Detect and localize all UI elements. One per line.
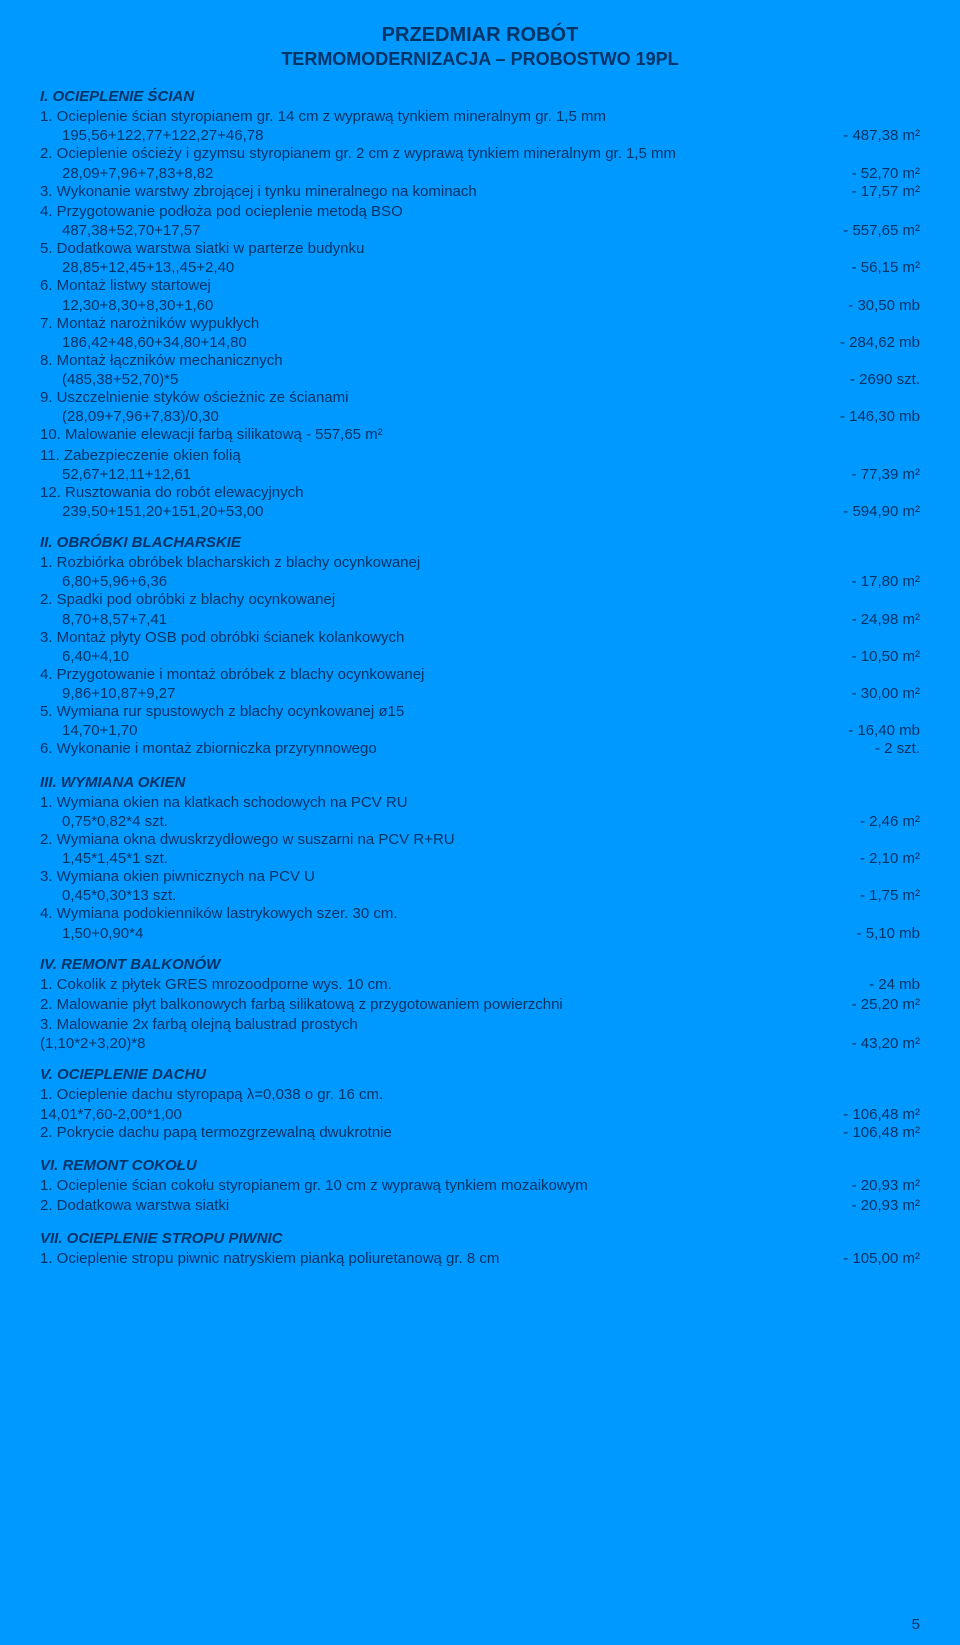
item-text: 9. Uszczelnienie styków ościeżnic ze ści… xyxy=(40,388,920,408)
section-head-4: IV. REMONT BALKONÓW xyxy=(40,956,920,973)
item-text: 1. Ocieplenie ścian cokołu styropianem g… xyxy=(40,1176,852,1196)
value-text: - 17,80 m² xyxy=(852,573,920,590)
section-head-7: VII. OCIEPLENIE STROPU PIWNIC xyxy=(40,1230,920,1247)
value-text: - 106,48 m² xyxy=(843,1124,920,1141)
item-text: 7. Montaż narożników wypukłych xyxy=(40,314,920,334)
item-text: 8. Montaż łączników mechanicznych xyxy=(40,351,920,371)
item-text: 4. Wymiana podokienników lastrykowych sz… xyxy=(40,904,920,924)
value-text: - 25,20 m² xyxy=(852,996,920,1013)
value-text: - 2 szt. xyxy=(875,740,920,757)
value-text: - 77,39 m² xyxy=(852,466,920,483)
value-text: - 30,50 mb xyxy=(848,297,920,314)
item-text: 1. Ocieplenie stropu piwnic natryskiem p… xyxy=(40,1249,843,1269)
value-text: - 10,50 m² xyxy=(852,648,920,665)
calc-text: 14,01*7,60-2,00*1,00 xyxy=(40,1106,843,1123)
calc-text: 28,85+12,45+13,,45+2,40 xyxy=(62,259,852,276)
value-text: - 56,15 m² xyxy=(852,259,920,276)
value-text: - 43,20 m² xyxy=(852,1035,920,1052)
section-head-3: III. WYMIANA OKIEN xyxy=(40,774,920,791)
value-text: - 20,93 m² xyxy=(852,1197,920,1214)
section-head-6: VI. REMONT COKOŁU xyxy=(40,1157,920,1174)
value-text: - 1,75 m² xyxy=(860,887,920,904)
item-text: 2. Wymiana okna dwuskrzydłowego w suszar… xyxy=(40,830,920,850)
item-text: 11. Zabezpieczenie okien folią xyxy=(40,446,920,466)
item-text: 2. Malowanie płyt balkonowych farbą sili… xyxy=(40,995,852,1015)
calc-text: 52,67+12,11+12,61 xyxy=(62,466,852,483)
value-text: - 5,10 mb xyxy=(857,925,920,942)
value-text: - 24,98 m² xyxy=(852,611,920,628)
calc-text: 6,40+4,10 xyxy=(62,648,852,665)
document-page: PRZEDMIAR ROBÓT TERMOMODERNIZACJA – PROB… xyxy=(0,0,960,1645)
value-text: - 487,38 m² xyxy=(843,127,920,144)
page-number: 5 xyxy=(912,1616,920,1633)
value-text: - 284,62 mb xyxy=(840,334,920,351)
value-text: - 2690 szt. xyxy=(850,371,920,388)
item-text: 1. Cokolik z płytek GRES mrozoodporne wy… xyxy=(40,975,869,995)
value-text: - 16,40 mb xyxy=(848,722,920,739)
value-text: - 106,48 m² xyxy=(843,1106,920,1123)
item-text: 2. Ocieplenie ościeży i gzymsu styropian… xyxy=(40,144,920,164)
calc-text: 12,30+8,30+8,30+1,60 xyxy=(62,297,848,314)
item-text: 1. Wymiana okien na klatkach schodowych … xyxy=(40,793,920,813)
item-text: 6. Wykonanie i montaż zbiorniczka przyry… xyxy=(40,739,875,759)
calc-text: 186,42+48,60+34,80+14,80 xyxy=(62,334,840,351)
item-text: 5. Dodatkowa warstwa siatki w parterze b… xyxy=(40,239,920,259)
calc-text: 1,45*1,45*1 szt. xyxy=(62,850,860,867)
calc-text: (1,10*2+3,20)*8 xyxy=(40,1035,852,1052)
calc-text: 239,50+151,20+151,20+53,00 xyxy=(62,503,843,520)
item-text: 3. Wymiana okien piwnicznych na PCV U xyxy=(40,867,920,887)
value-text: - 17,57 m² xyxy=(852,183,920,200)
value-text: - 146,30 mb xyxy=(840,408,920,425)
calc-text: 9,86+10,87+9,27 xyxy=(62,685,852,702)
value-text: - 105,00 m² xyxy=(843,1250,920,1267)
calc-text: 0,75*0,82*4 szt. xyxy=(62,813,860,830)
calc-text: 0,45*0,30*13 szt. xyxy=(62,887,860,904)
value-text: - 24 mb xyxy=(869,976,920,993)
doc-title: PRZEDMIAR ROBÓT xyxy=(40,24,920,47)
item-text: 4. Przygotowanie i montaż obróbek z blac… xyxy=(40,665,920,685)
calc-text: 8,70+8,57+7,41 xyxy=(62,611,852,628)
item-text: 10. Malowanie elewacji farbą silikatową … xyxy=(40,425,920,445)
calc-text: (485,38+52,70)*5 xyxy=(62,371,850,388)
item-text: 1. Rozbiórka obróbek blacharskich z blac… xyxy=(40,553,920,573)
item-text: 1. Ocieplenie dachu styropapą λ=0,038 o … xyxy=(40,1085,920,1105)
item-text: 2. Dodatkowa warstwa siatki xyxy=(40,1196,852,1216)
calc-text: (28,09+7,96+7,83)/0,30 xyxy=(62,408,840,425)
calc-text: 1,50+0,90*4 xyxy=(62,925,857,942)
item-text: 12. Rusztowania do robót elewacyjnych xyxy=(40,483,920,503)
value-text: - 594,90 m² xyxy=(843,503,920,520)
item-text: 4. Przygotowanie podłoża pod ocieplenie … xyxy=(40,202,920,222)
calc-text: 14,70+1,70 xyxy=(62,722,848,739)
item-text: 1. Ocieplenie ścian styropianem gr. 14 c… xyxy=(40,107,920,127)
value-text: - 20,93 m² xyxy=(852,1177,920,1194)
value-text: - 52,70 m² xyxy=(852,165,920,182)
section-head-2: II. OBRÓBKI BLACHARSKIE xyxy=(40,534,920,551)
value-text: - 557,65 m² xyxy=(843,222,920,239)
item-text: 3. Wykonanie warstwy zbrojącej i tynku m… xyxy=(40,182,852,202)
calc-text: 6,80+5,96+6,36 xyxy=(62,573,852,590)
calc-text: 487,38+52,70+17,57 xyxy=(62,222,843,239)
item-text: 6. Montaż listwy startowej xyxy=(40,276,920,296)
value-text: - 2,10 m² xyxy=(860,850,920,867)
item-text: 3. Montaż płyty OSB pod obróbki ścianek … xyxy=(40,628,920,648)
value-text: - 2,46 m² xyxy=(860,813,920,830)
item-text: 2. Spadki pod obróbki z blachy ocynkowan… xyxy=(40,590,920,610)
calc-text: 28,09+7,96+7,83+8,82 xyxy=(62,165,852,182)
calc-text: 195,56+122,77+122,27+46,78 xyxy=(62,127,843,144)
section-head-5: V. OCIEPLENIE DACHU xyxy=(40,1066,920,1083)
section-head-1: I. OCIEPLENIE ŚCIAN xyxy=(40,88,920,105)
item-text: 2. Pokrycie dachu papą termozgrzewalną d… xyxy=(40,1123,843,1143)
item-text: 5. Wymiana rur spustowych z blachy ocynk… xyxy=(40,702,920,722)
item-text: 3. Malowanie 2x farbą olejną balustrad p… xyxy=(40,1015,920,1035)
doc-subtitle: TERMOMODERNIZACJA – PROBOSTWO 19PL xyxy=(40,49,920,70)
value-text: - 30,00 m² xyxy=(852,685,920,702)
